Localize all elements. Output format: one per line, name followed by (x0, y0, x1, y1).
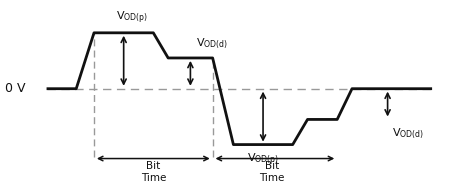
Text: Bit
Time: Bit Time (259, 161, 285, 183)
Text: $\mathregular{V_{OD(p)}}$: $\mathregular{V_{OD(p)}}$ (247, 152, 279, 168)
Text: $\mathregular{V_{OD(p)}}$: $\mathregular{V_{OD(p)}}$ (116, 9, 149, 26)
Text: $\mathregular{V_{OD(d)}}$: $\mathregular{V_{OD(d)}}$ (196, 37, 229, 51)
Text: 0 V: 0 V (5, 82, 26, 95)
Text: Bit
Time: Bit Time (141, 161, 166, 183)
Text: $\mathregular{V_{OD(d)}}$: $\mathregular{V_{OD(d)}}$ (392, 126, 424, 141)
